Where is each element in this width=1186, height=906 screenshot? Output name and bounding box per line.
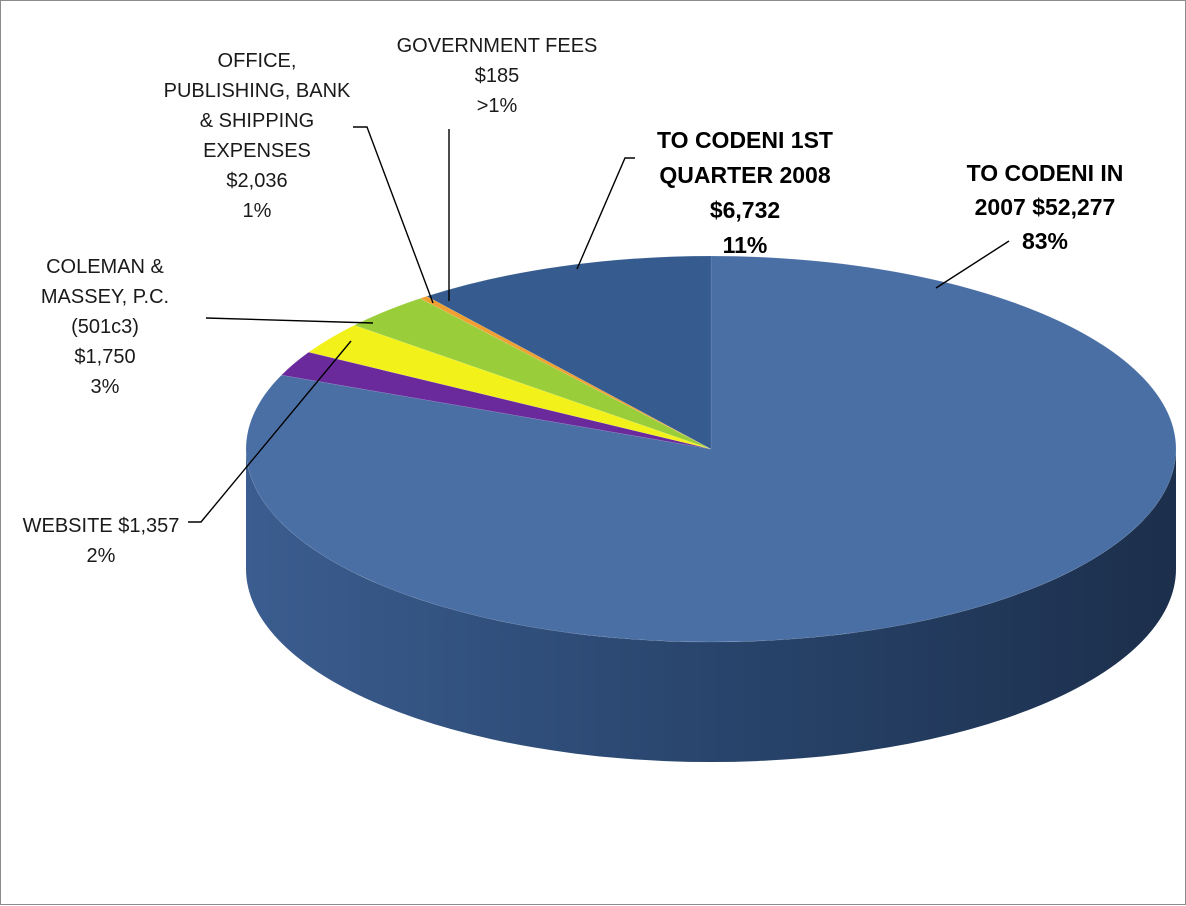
data-label-line: (501c3) <box>71 316 139 338</box>
leader-line-to-codeni-1st-quarter-2008 <box>576 157 635 270</box>
data-label-line: $1,750 <box>74 346 135 368</box>
pie-slice-government-fees <box>419 295 712 450</box>
data-label-government-fees: GOVERNMENT FEES $185 >1% <box>397 35 598 117</box>
data-label-office-publishing-bank-shipping-expenses: OFFICE, PUBLISHING, BANK & SHIPPING EXPENSE… <box>164 50 351 222</box>
data-label-line: $185 <box>475 65 520 87</box>
data-label-line: 83% <box>1022 228 1068 254</box>
data-label-line: 1% <box>243 200 272 222</box>
pie-slice-website <box>280 351 712 450</box>
data-label-line: WEBSITE $1,357 <box>23 515 180 537</box>
pie-slice-to-codeni-1st-quarter-2008 <box>426 255 712 450</box>
data-label-line: >1% <box>477 95 518 117</box>
pie-side-to-codeni-in-2007 <box>246 449 1176 762</box>
data-label-website: WEBSITE $1,357 2% <box>23 515 180 567</box>
data-label-line: QUARTER 2008 <box>659 162 830 188</box>
leader-line-website <box>188 340 352 523</box>
leader-line-coleman-massey-p-c-501c3 <box>205 317 374 324</box>
data-label-to-codeni-1st-quarter-2008: TO CODENI 1ST QUARTER 2008 $6,732 11% <box>657 127 833 258</box>
data-label-to-codeni-in-2007: TO CODENI IN 2007 $52,277 83% <box>967 160 1124 254</box>
data-label-line: COLEMAN & <box>46 256 164 278</box>
data-labels: TO CODENI IN 2007 $52,277 83% WEBSITE $1,35… <box>23 35 1124 567</box>
leader-line-office-publishing-bank-shipping-expenses <box>353 126 434 304</box>
pie-side-layer <box>246 449 1176 762</box>
pie-slice-to-codeni-in-2007 <box>245 255 1177 643</box>
data-label-line: 3% <box>91 376 120 398</box>
leader-lines <box>188 126 1010 523</box>
pie-top-layer <box>245 255 1177 643</box>
data-label-line: 2007 $52,277 <box>975 194 1116 220</box>
leader-line-to-codeni-in-2007 <box>935 240 1010 289</box>
data-label-line: TO CODENI IN <box>967 160 1124 186</box>
pie-slice-office-publishing-bank-shipping-expenses <box>353 298 712 450</box>
data-label-line: $2,036 <box>226 170 287 192</box>
data-label-line: PUBLISHING, BANK <box>164 80 351 102</box>
data-label-line: 2% <box>87 545 116 567</box>
data-label-line: & SHIPPING <box>200 110 314 132</box>
data-label-line: EXPENSES <box>203 140 311 162</box>
data-label-line: TO CODENI 1ST <box>657 127 833 153</box>
data-label-line: OFFICE, <box>218 50 297 72</box>
data-label-line: GOVERNMENT FEES <box>397 35 598 57</box>
data-label-coleman-massey-p-c-501c3: COLEMAN & MASSEY, P.C. (501c3) $1,750 3% <box>41 256 169 398</box>
data-label-line: $6,732 <box>710 197 780 223</box>
pie-slice-coleman-massey-p-c-501c3 <box>308 324 712 450</box>
data-label-line: MASSEY, P.C. <box>41 286 169 308</box>
data-label-line: 11% <box>723 232 768 258</box>
